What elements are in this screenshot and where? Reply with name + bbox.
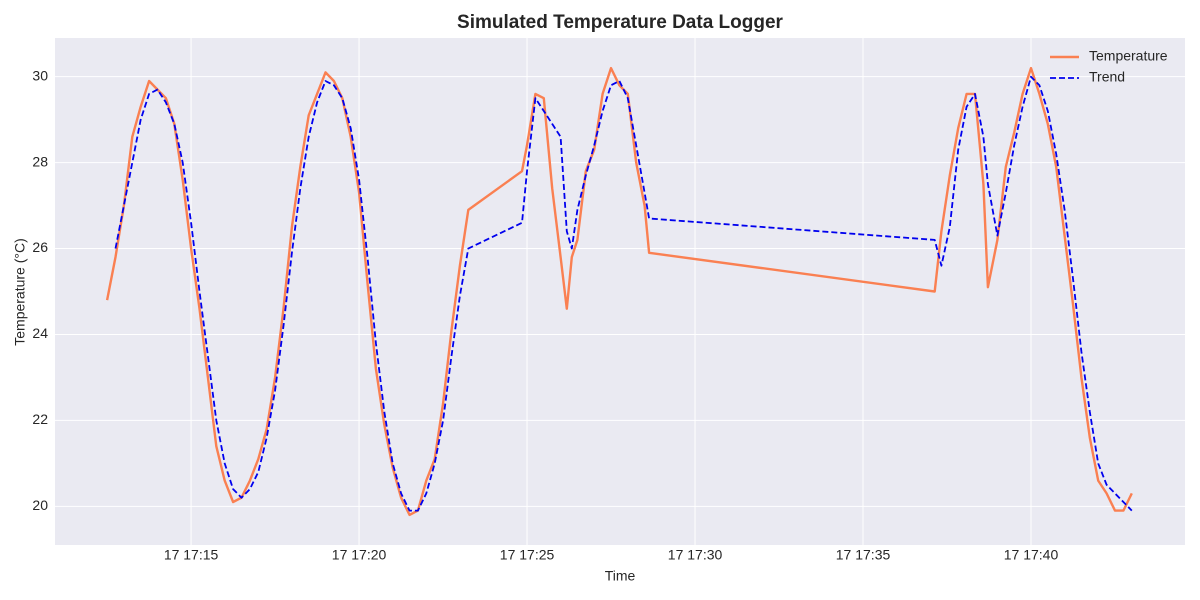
y-tick-label: 30 xyxy=(32,67,48,83)
chart-title: Simulated Temperature Data Logger xyxy=(457,12,783,33)
y-tick-label: 22 xyxy=(32,411,48,427)
y-tick-label: 26 xyxy=(32,239,48,255)
legend-label: Temperature xyxy=(1089,48,1168,64)
x-axis-label: Time xyxy=(605,568,636,584)
x-tick-label: 17 17:25 xyxy=(500,547,555,563)
legend-label: Trend xyxy=(1089,69,1125,85)
y-tick-label: 28 xyxy=(32,153,48,169)
x-tick-label: 17 17:30 xyxy=(668,547,723,563)
x-tick-label: 17 17:35 xyxy=(836,547,891,563)
series-line xyxy=(105,66,1133,517)
x-tick-label: 17 17:40 xyxy=(1004,547,1059,563)
x-tick-label: 17 17:20 xyxy=(332,547,387,563)
lines xyxy=(105,66,1133,517)
grid xyxy=(55,38,1185,545)
plot-area xyxy=(55,38,1185,545)
y-tick-label: 24 xyxy=(32,325,48,341)
y-tick-label: 20 xyxy=(32,497,48,513)
legend: Temperature Trend xyxy=(1050,48,1168,85)
series-line xyxy=(114,75,1133,512)
y-axis-label: Temperature (°C) xyxy=(12,238,28,346)
x-tick-label: 17 17:15 xyxy=(164,547,219,563)
